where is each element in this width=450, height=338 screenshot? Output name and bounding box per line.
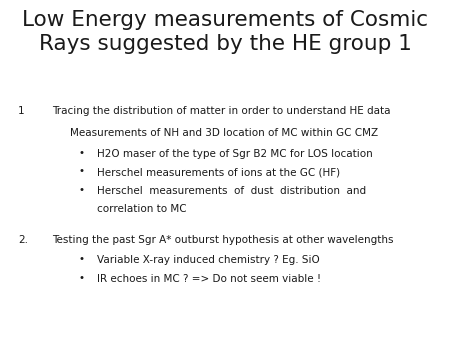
Text: •: • [79, 185, 85, 195]
Text: •: • [79, 166, 85, 176]
Text: IR echoes in MC ? => Do not seem viable !: IR echoes in MC ? => Do not seem viable … [97, 274, 321, 284]
Text: •: • [79, 273, 85, 283]
Text: •: • [79, 148, 85, 158]
Text: •: • [79, 254, 85, 264]
Text: Low Energy measurements of Cosmic
Rays suggested by the HE group 1: Low Energy measurements of Cosmic Rays s… [22, 10, 428, 54]
Text: Tracing the distribution of matter in order to understand HE data: Tracing the distribution of matter in or… [52, 106, 390, 117]
Text: Herschel measurements of ions at the GC (HF): Herschel measurements of ions at the GC … [97, 167, 340, 177]
Text: 2.: 2. [18, 235, 28, 245]
Text: 1: 1 [18, 106, 25, 117]
Text: correlation to MC: correlation to MC [97, 204, 186, 215]
Text: Variable X-ray induced chemistry ? Eg. SiO: Variable X-ray induced chemistry ? Eg. S… [97, 255, 320, 265]
Text: Testing the past Sgr A* outburst hypothesis at other wavelengths: Testing the past Sgr A* outburst hypothe… [52, 235, 393, 245]
Text: Herschel  measurements  of  dust  distribution  and: Herschel measurements of dust distributi… [97, 186, 366, 196]
Text: H2O maser of the type of Sgr B2 MC for LOS location: H2O maser of the type of Sgr B2 MC for L… [97, 149, 373, 159]
Text: Measurements of NH and 3D location of MC within GC CMZ: Measurements of NH and 3D location of MC… [70, 128, 378, 139]
